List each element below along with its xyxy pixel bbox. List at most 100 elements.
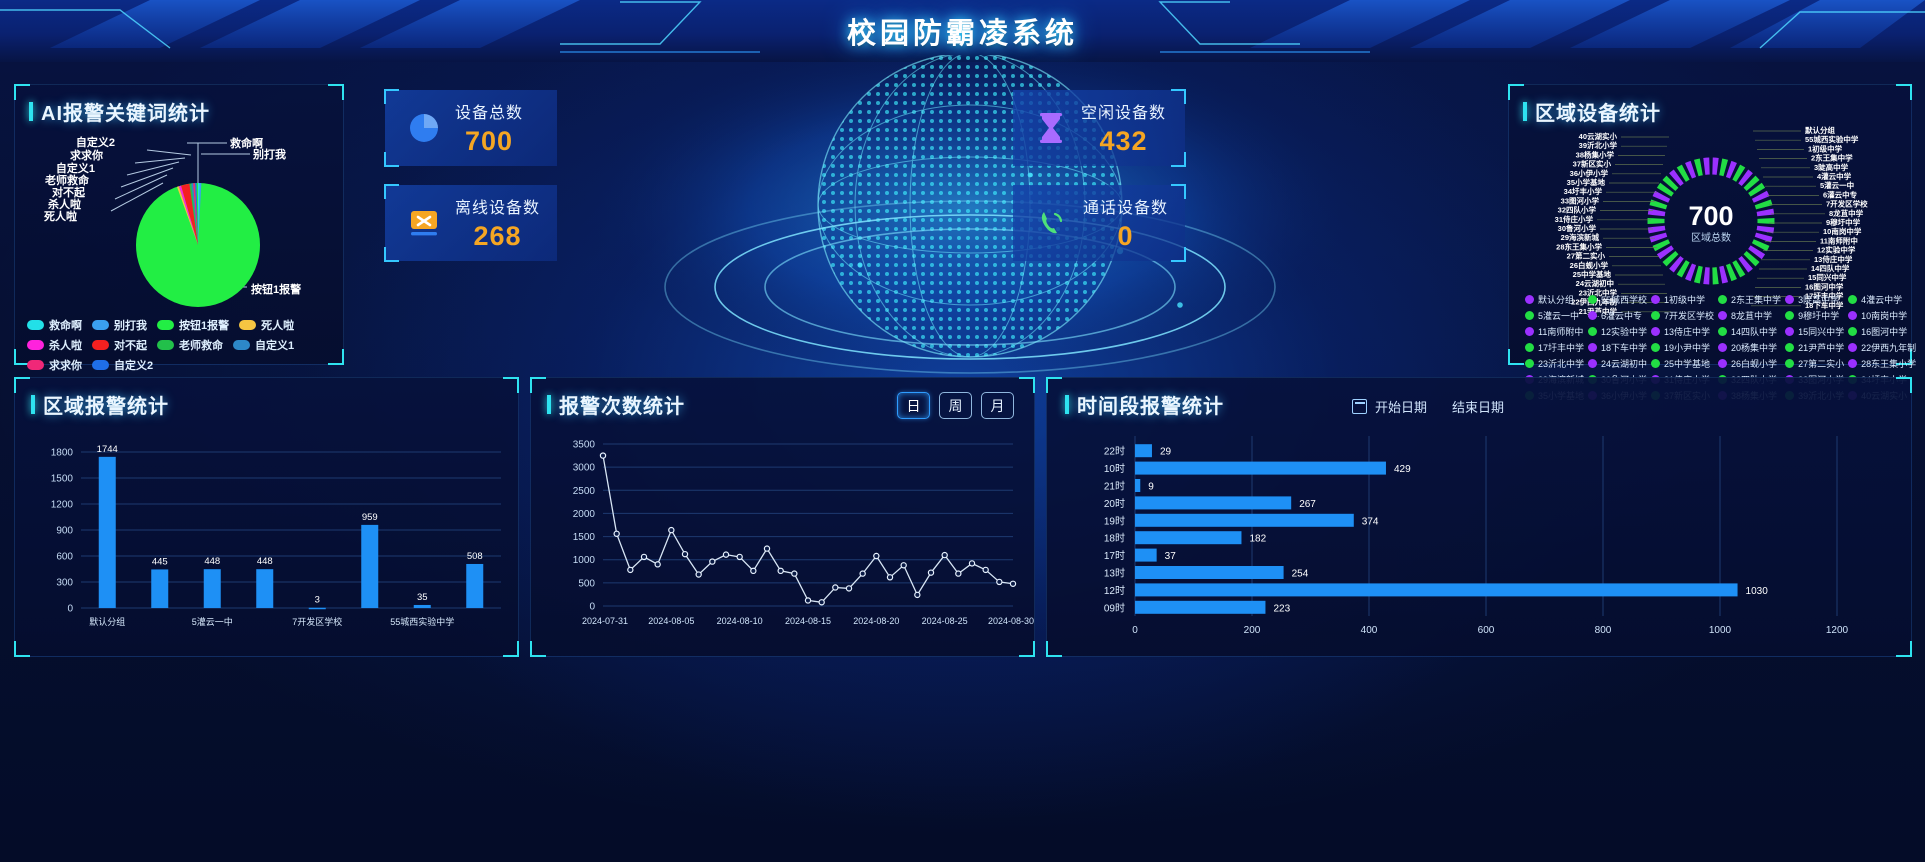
donut-segment[interactable] (1754, 199, 1773, 210)
time-period-bar-chart[interactable]: 22时 10时 21时 20时 19时 18时 17时 13时 12时 09时 29 429 9 267… (1047, 424, 1913, 654)
line-marker[interactable] (668, 526, 675, 534)
line-marker[interactable] (627, 566, 634, 574)
legend-item[interactable]: 27第二实小 (1785, 357, 1844, 370)
donut-segment[interactable] (1685, 160, 1697, 179)
legend-item[interactable]: 26白蚬小学 (1718, 357, 1781, 370)
legend-item[interactable]: 20杨集中学 (1718, 341, 1781, 354)
bar[interactable] (98, 456, 116, 608)
tab-day[interactable]: 日 (897, 392, 930, 419)
donut-segment[interactable] (1649, 232, 1668, 243)
donut-segment[interactable] (1757, 218, 1775, 224)
line-marker[interactable] (804, 597, 812, 604)
hbar[interactable] (1135, 566, 1284, 579)
legend-item[interactable]: 28东王集小学 (1848, 357, 1916, 370)
start-date-picker[interactable]: 开始日期 (1352, 397, 1427, 416)
donut-segment[interactable] (1738, 169, 1753, 187)
stat-card-idle-devices[interactable]: 空闲设备数 432 (1013, 89, 1186, 167)
donut-segment[interactable] (1662, 250, 1679, 267)
line-marker[interactable] (968, 560, 976, 567)
legend-item[interactable]: 25中学基地 (1651, 357, 1714, 370)
legend-item[interactable]: 2东王集中学 (1718, 293, 1781, 306)
legend-item[interactable]: 23沂北中学 (1525, 357, 1584, 370)
legend-item[interactable]: 4灌云中学 (1848, 293, 1916, 306)
legend-item[interactable]: 3陡高中学 (1785, 293, 1844, 306)
legend-item[interactable]: 13侍庄中学 (1651, 325, 1714, 338)
line-marker[interactable] (900, 562, 907, 569)
line-marker[interactable] (818, 599, 825, 606)
donut-segment[interactable] (1693, 265, 1703, 284)
line-marker[interactable] (736, 553, 743, 561)
donut-segment[interactable] (1732, 164, 1746, 182)
tab-week[interactable]: 周 (939, 392, 972, 419)
legend-item[interactable]: 自定义1 (233, 337, 294, 353)
line-marker[interactable] (695, 571, 702, 578)
donut-segment[interactable] (1669, 169, 1684, 187)
legend-item[interactable]: 默认分组 (1525, 293, 1584, 306)
legend-item[interactable]: 按钮1报警 (157, 317, 229, 333)
line-marker[interactable] (859, 570, 866, 577)
donut-segment[interactable] (1751, 239, 1770, 252)
legend-item[interactable]: 9穆圩中学 (1785, 309, 1844, 322)
legend-item[interactable]: 14四队中学 (1718, 325, 1781, 338)
hbar[interactable] (1135, 583, 1738, 597)
donut-segment[interactable] (1656, 245, 1674, 260)
donut-segment[interactable] (1669, 255, 1684, 273)
donut-segment[interactable] (1685, 263, 1697, 282)
legend-item[interactable]: 16图河中学 (1848, 325, 1916, 338)
line-marker[interactable] (722, 551, 730, 558)
line-marker[interactable] (832, 584, 839, 591)
legend-item[interactable]: 11南师附中 (1525, 325, 1584, 338)
hbar[interactable] (1135, 548, 1157, 562)
legend-item[interactable]: 对不起 (92, 337, 147, 353)
donut-segment[interactable] (1725, 263, 1737, 282)
end-date-picker[interactable]: 结束日期 (1452, 397, 1504, 416)
bar[interactable] (361, 524, 379, 608)
line-marker[interactable] (599, 452, 607, 459)
hbar[interactable] (1135, 461, 1386, 475)
hbar[interactable] (1135, 513, 1354, 527)
donut-segment[interactable] (1676, 164, 1690, 182)
line-marker[interactable] (763, 545, 771, 552)
donut-segment[interactable] (1712, 157, 1719, 175)
legend-item[interactable]: 老师救命 (157, 337, 223, 353)
bar[interactable] (203, 569, 221, 608)
line-marker[interactable] (681, 550, 689, 558)
legend-item[interactable]: 55城西学校 (1588, 293, 1647, 306)
line-marker[interactable] (914, 591, 921, 599)
donut-segment[interactable] (1712, 267, 1719, 285)
legend-item[interactable]: 6灌云中专 (1588, 309, 1647, 322)
hbar[interactable] (1135, 531, 1242, 545)
donut-segment[interactable] (1676, 260, 1690, 278)
hbar[interactable] (1135, 600, 1266, 614)
legend-item[interactable]: 10南岗中学 (1848, 309, 1916, 322)
donut-segment[interactable] (1652, 190, 1671, 203)
line-marker[interactable] (640, 553, 648, 561)
legend-item[interactable]: 1初级中学 (1651, 293, 1714, 306)
legend-item[interactable]: 救命啊 (27, 317, 82, 333)
legend-item[interactable]: 8龙苴中学 (1718, 309, 1781, 322)
donut-segment[interactable] (1743, 175, 1760, 192)
legend-item[interactable]: 5灌云一中 (1525, 309, 1584, 322)
legend-item[interactable]: 17圩丰中学 (1525, 341, 1584, 354)
legend-item[interactable]: 19小尹中学 (1651, 341, 1714, 354)
area-device-donut-chart[interactable]: 700 区域总数 40云湖实小39沂北小学38杨集小学37新区实小36小伊小学3… (1509, 117, 1913, 317)
line-marker[interactable] (873, 552, 880, 560)
donut-segment[interactable] (1662, 175, 1679, 192)
donut-segment[interactable] (1703, 267, 1710, 285)
line-marker[interactable] (1009, 580, 1017, 587)
donut-segment[interactable] (1647, 208, 1666, 217)
legend-item[interactable]: 杀人啦 (27, 337, 82, 353)
bar[interactable] (308, 607, 326, 610)
bar[interactable] (256, 569, 274, 608)
donut-segment[interactable] (1649, 199, 1668, 210)
line-marker[interactable] (845, 585, 853, 592)
donut-segment[interactable] (1719, 158, 1729, 177)
legend-item[interactable]: 21尹芦中学 (1785, 341, 1844, 354)
stat-card-total-devices[interactable]: 设备总数 700 (384, 89, 557, 167)
legend-item[interactable]: 22伊西九年制 (1848, 341, 1916, 354)
donut-segment[interactable] (1756, 225, 1775, 234)
line-marker[interactable] (955, 570, 962, 577)
legend-item[interactable]: 15同兴中学 (1785, 325, 1844, 338)
donut-segment[interactable] (1647, 225, 1666, 234)
